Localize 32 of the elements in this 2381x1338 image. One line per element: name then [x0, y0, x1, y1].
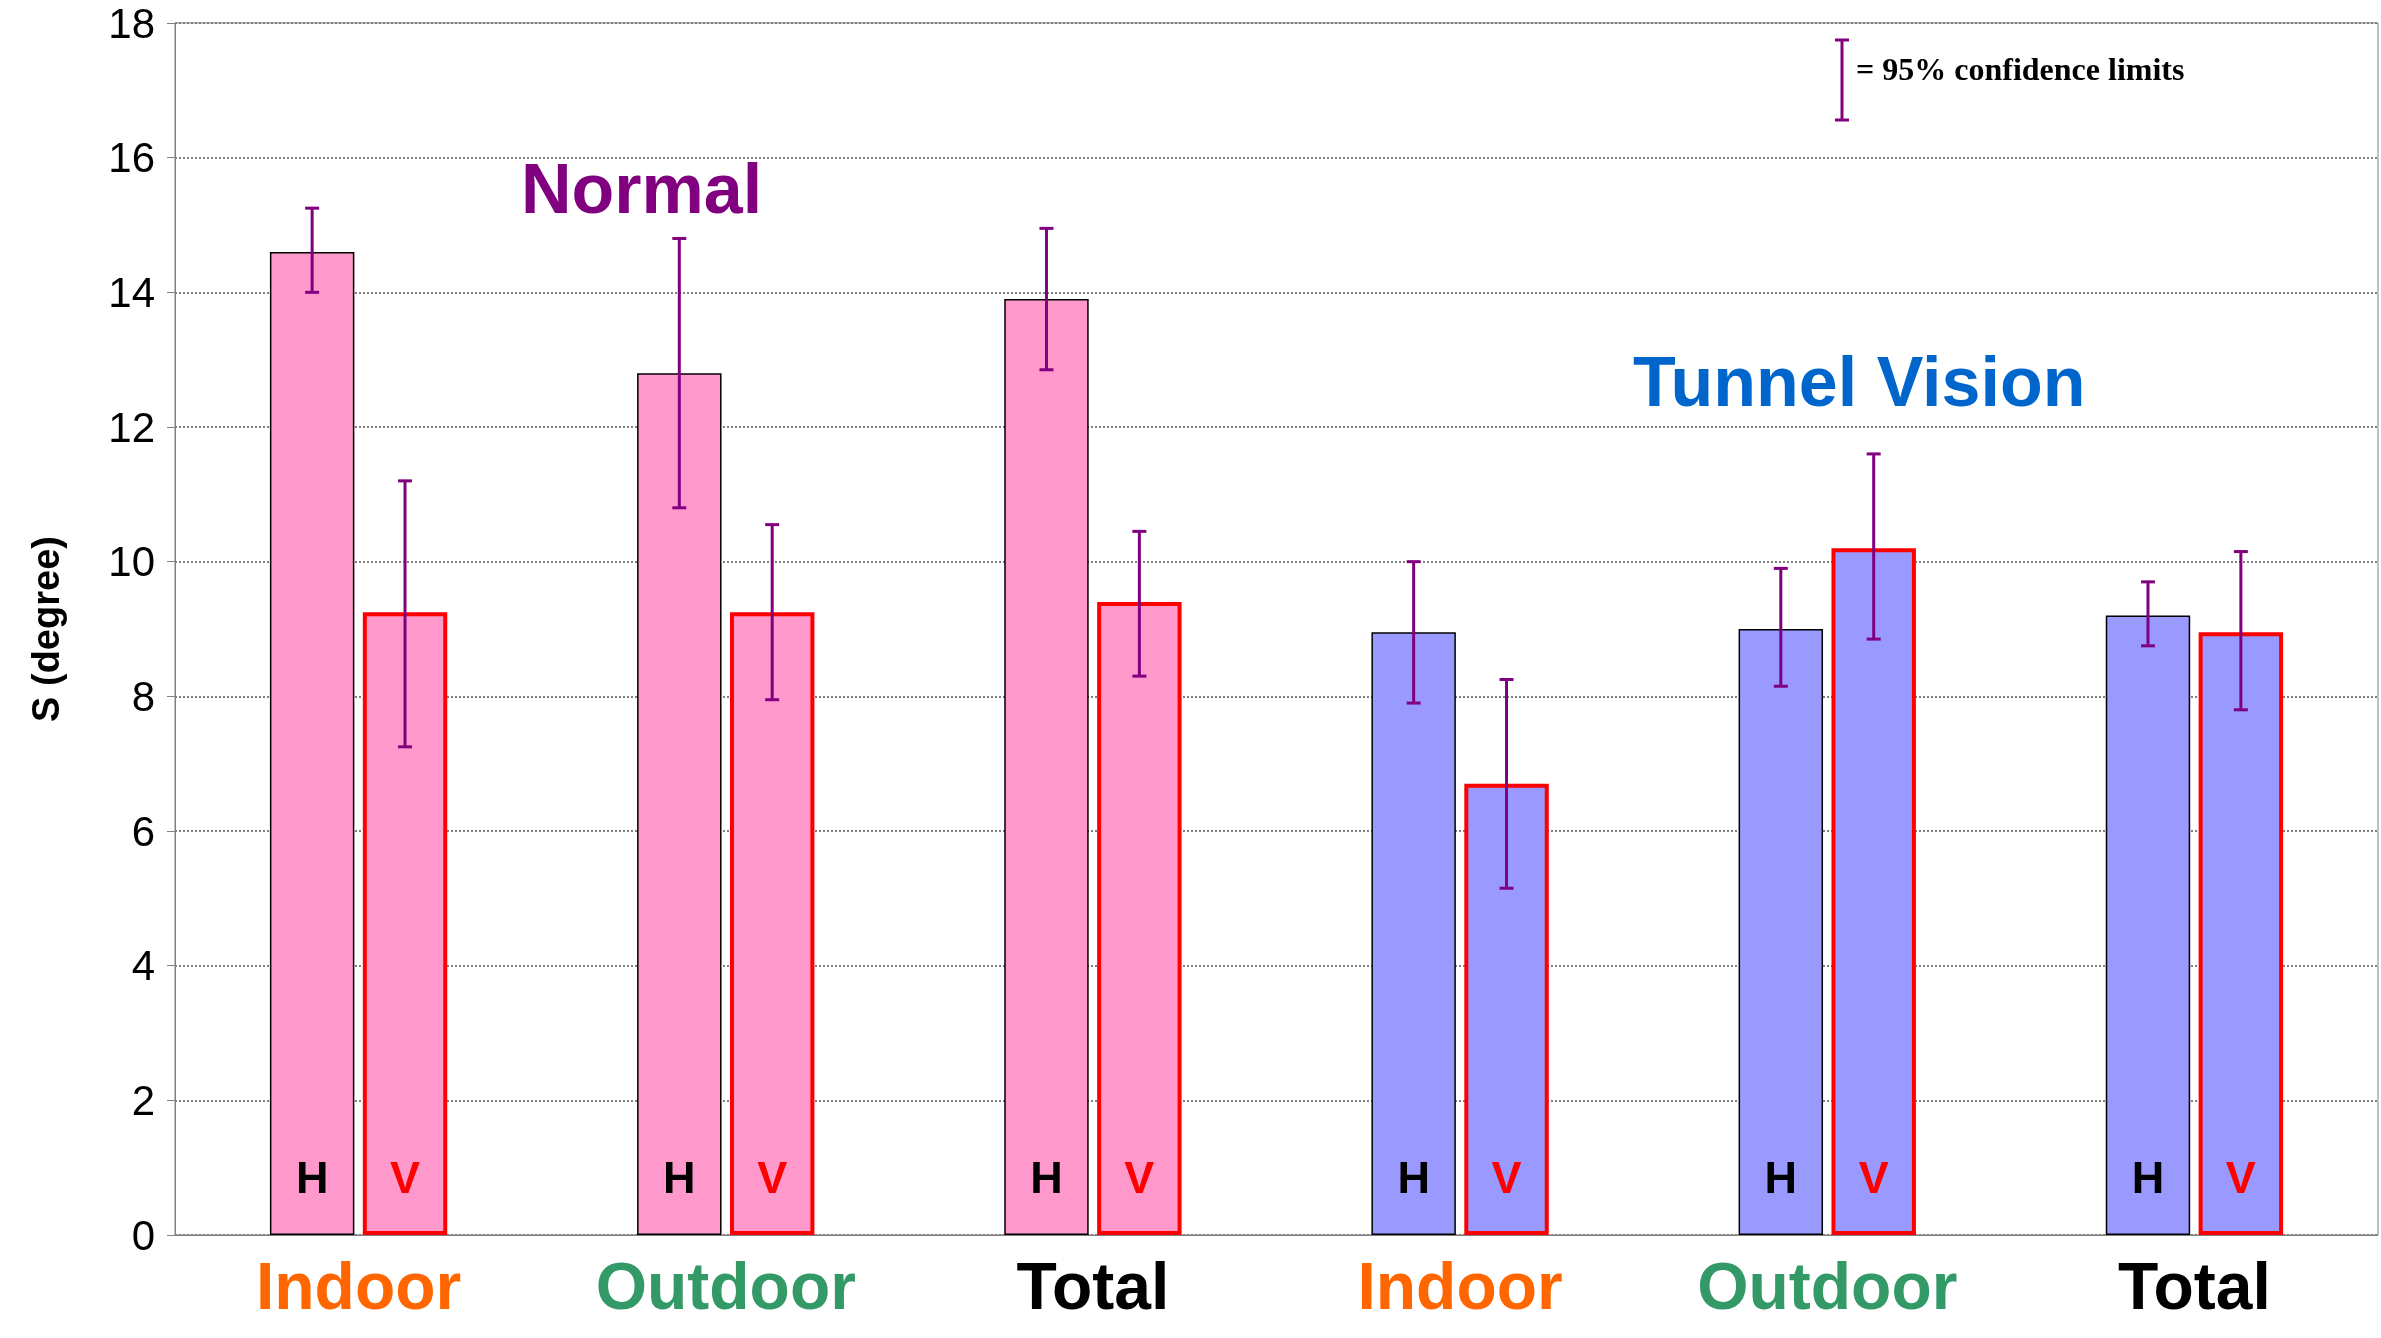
- series-label: H: [1397, 1152, 1430, 1203]
- series-label: V: [390, 1152, 421, 1203]
- x-tick-label: Indoor: [1357, 1249, 1563, 1323]
- text: V: [1491, 1152, 1522, 1203]
- y-tick-label: 16: [108, 134, 155, 182]
- text: H: [1764, 1152, 1798, 1203]
- annotation: Tunnel Vision: [1633, 343, 2086, 421]
- y-tick-label: 0: [131, 1211, 155, 1259]
- text: V: [1124, 1152, 1155, 1203]
- annotation: Normal: [521, 150, 763, 228]
- y-tick-label: 12: [108, 403, 155, 451]
- y-tick-label: 4: [131, 942, 155, 990]
- y-tick-label: 2: [131, 1076, 155, 1124]
- y-axis-title: S (degree): [25, 536, 67, 722]
- x-tick-label: Outdoor: [1697, 1249, 1958, 1323]
- x-tick-label: Indoor: [255, 1249, 462, 1323]
- y-tick-label: 10: [108, 538, 155, 586]
- text: H: [1030, 1152, 1063, 1203]
- x-tick-label: Total: [1016, 1249, 1170, 1323]
- y-tick-label: 6: [131, 807, 155, 855]
- text: V: [2225, 1152, 2256, 1203]
- text: H: [2131, 1152, 2165, 1203]
- x-tick-label: Total: [2118, 1249, 2271, 1323]
- text: H: [663, 1152, 696, 1203]
- y-tick-label: 14: [108, 268, 155, 316]
- y-tick-label: 8: [131, 672, 155, 720]
- text: V: [1858, 1152, 1889, 1203]
- y-tick-label: 18: [108, 0, 155, 47]
- text: H: [295, 1152, 329, 1203]
- annotation: = 95% confidence limits: [1856, 50, 2185, 88]
- x-tick-label: Outdoor: [595, 1249, 856, 1323]
- text: V: [757, 1152, 788, 1203]
